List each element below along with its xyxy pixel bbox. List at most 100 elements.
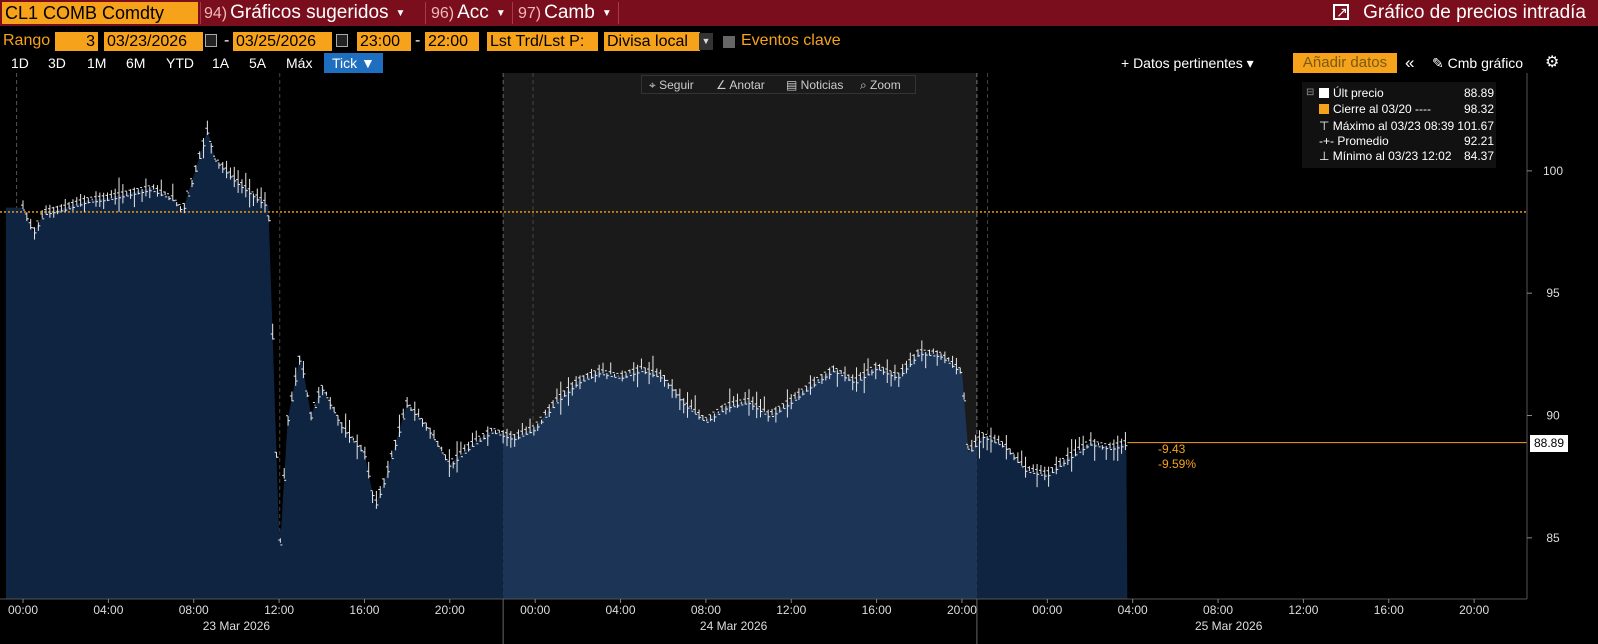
period-max[interactable]: Máx [286,55,313,71]
period-ytd[interactable]: YTD [166,55,194,71]
date-separator: - [224,32,230,49]
x-tick-label: 16:00 [862,603,892,617]
x-tick-label: 16:00 [349,603,379,617]
x-tick-label: 04:00 [606,603,636,617]
menu-number: 97) [518,5,542,22]
x-tick-label: 20:00 [947,603,977,617]
period-6m[interactable]: 6M [126,55,146,71]
start-date-input[interactable]: 03/23/2026 [104,32,203,51]
zoom-button[interactable]: ⌕ Zoom [860,78,901,92]
title-separator [512,2,513,24]
title-separator [200,2,201,24]
chart-toolbar: ⌖ Seguir ∠ Anotar ▤ Noticias ⌕ Zoom [641,75,916,94]
x-tick-label: 12:00 [1288,603,1318,617]
x-tick-label: 08:00 [691,603,721,617]
legend-last-price[interactable]: ⊟ Últ precio 88.89 [1302,85,1496,101]
y-tick-label: 85 [1546,531,1560,545]
legend-low[interactable]: ⊥ Mínimo al 03/23 12:02 84.37 [1302,148,1496,164]
menu-number: 94) [204,5,228,22]
menu-label: Gráficos sugeridos [230,2,389,23]
day-label: 24 Mar 2026 [700,619,768,633]
x-tick-label: 04:00 [93,603,123,617]
period-1d[interactable]: 1D [11,55,29,71]
period-1a[interactable]: 1A [212,55,230,71]
change-percent: -9.59% [1158,457,1196,471]
price-area [503,351,977,599]
calendar-icon[interactable] [205,34,217,47]
period-bar: 1D 3D 1M 6M YTD 1A 5A Máx Tick ▼ + Datos… [0,53,1598,73]
ticker-field[interactable]: CL1 COMB Comdty [2,2,198,24]
price-chart[interactable]: 85 90 95 100 00:00 04:00 08:00 12:00 16:00 20:00… [0,73,1598,644]
time-separator: - [415,32,421,49]
window-title[interactable]: Gráfico de precios intradía [1333,0,1586,26]
x-tick-label: 12:00 [264,603,294,617]
legend-average[interactable]: -+- Promedio 92.21 [1302,133,1496,149]
annotate-button[interactable]: ∠ Anotar [716,78,765,92]
x-tick-label: 12:00 [776,603,806,617]
x-tick-label: 04:00 [1118,603,1148,617]
legend-swatch [1319,104,1329,114]
legend-value: 88.89 [1463,86,1494,100]
legend-value: 101.67 [1457,119,1494,133]
chevron-down-icon[interactable]: ▼ [699,33,713,50]
range-value-input[interactable]: 3 [55,32,98,51]
chevron-down-icon: ▼ [395,8,406,19]
end-time-input[interactable]: 22:00 [425,32,479,51]
add-data-button[interactable]: Añadir datos [1293,53,1397,73]
menu-number: 96) [431,5,455,22]
day-label: 23 Mar 2026 [203,619,271,633]
y-tick-label: 95 [1546,286,1560,300]
period-3d[interactable]: 3D [48,55,66,71]
period-5a[interactable]: 5A [249,55,267,71]
y-tick-label: 100 [1543,164,1563,178]
title-bar: CL1 COMB Comdty 94) Gráficos sugeridos ▼ 9… [0,0,1598,26]
fx-menu[interactable]: 97) Camb ▼ [518,0,612,26]
chevron-down-icon: ▼ [601,8,612,19]
x-tick-label: 00:00 [8,603,38,617]
range-label: Rango [3,32,51,49]
start-time-input[interactable]: 23:00 [357,32,411,51]
legend-previous-close[interactable]: Cierre al 03/20 ---- 98.32 [1302,101,1496,117]
price-bars [21,120,1128,546]
calendar-icon[interactable] [336,34,348,47]
y-tick-label: 90 [1546,409,1560,423]
legend-label: Últ precio [1333,86,1384,100]
equity-menu[interactable]: 96) Acc ▼ [431,0,506,26]
news-button[interactable]: ▤ Noticias [786,78,844,92]
legend-high[interactable]: ⊤ Máximo al 03/23 08:39 101.67 [1302,118,1496,134]
end-date-input[interactable]: 03/25/2026 [233,32,332,51]
currency-select[interactable]: Divisa local [604,32,700,51]
follow-button[interactable]: ⌖ Seguir [649,78,694,92]
title-separator [618,2,619,24]
related-data-menu[interactable]: + Datos pertinentes ▾ [1121,55,1254,71]
period-tick-dropdown[interactable]: Tick ▼ [324,53,383,73]
period-1m[interactable]: 1M [87,55,107,71]
trade-type-select[interactable]: Lst Trd/Lst P: [487,32,598,51]
popout-icon[interactable] [1333,0,1350,25]
legend-label: -+- Promedio [1319,134,1389,148]
key-events-checkbox[interactable] [723,36,735,48]
legend-value: 84.37 [1463,149,1494,163]
price-areas [5,133,1128,599]
chart-legend: ⊟ Últ precio 88.89 Cierre al 03/20 ---- … [1302,82,1496,168]
day-labels: 23 Mar 2026 24 Mar 2026 25 Mar 2026 [203,599,1263,644]
change-chart-button[interactable]: ✎ Cmb gráfico [1432,55,1524,71]
legend-label: ⊤ Máximo al 03/23 08:39 [1319,119,1455,133]
legend-swatch [1319,88,1329,98]
suggested-charts-menu[interactable]: 94) Gráficos sugeridos ▼ [204,0,405,26]
gear-icon[interactable]: ⚙ [1545,54,1560,71]
price-area [5,133,504,599]
price-area [976,435,1128,599]
x-tick-label: 00:00 [1032,603,1062,617]
legend-value: 92.21 [1463,134,1494,148]
collapse-icon[interactable]: ⊟ [1306,87,1315,98]
x-tick-label: 08:00 [1203,603,1233,617]
day-label: 25 Mar 2026 [1195,619,1263,633]
change-absolute: -9.43 [1158,442,1186,456]
page-title: Gráfico de precios intradía [1363,2,1586,23]
chevron-down-icon: ▼ [495,8,506,19]
y-axis-ticks: 85 90 95 100 [1527,164,1563,545]
collapse-icon[interactable]: « [1405,53,1415,72]
x-tick-label: 16:00 [1374,603,1404,617]
x-tick-label: 08:00 [179,603,209,617]
